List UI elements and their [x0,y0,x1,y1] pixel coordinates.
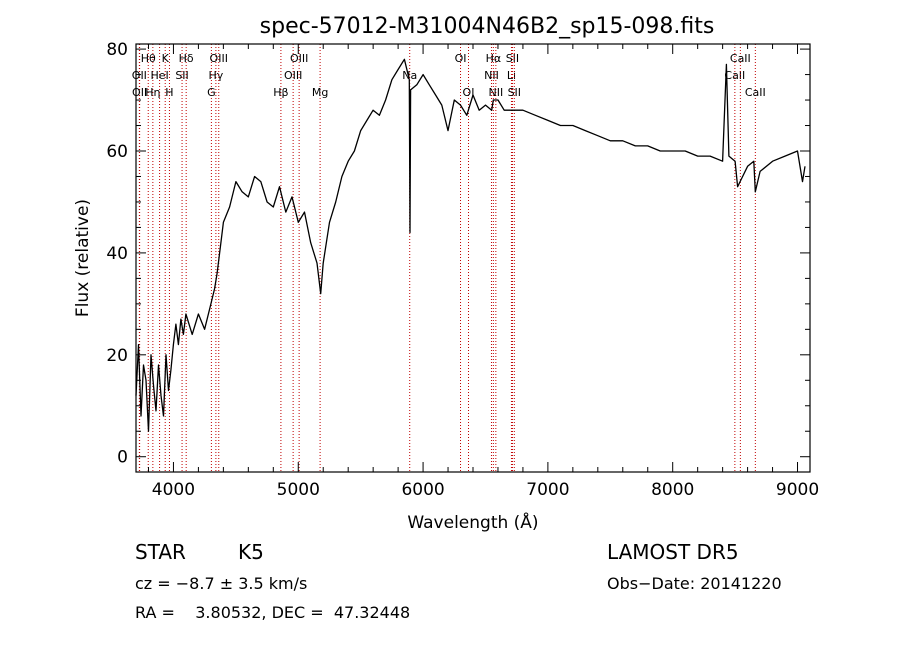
line-label-15: Mg [312,86,328,99]
line-label-16: Na [402,69,417,82]
line-label-8: Hδ [179,52,194,65]
y-tick-label-4: 80 [106,40,128,60]
y-tick-label-3: 60 [106,142,128,162]
line-label-27: CaII [745,86,766,99]
object-class: STAR [135,540,186,564]
line-label-10: G [207,86,216,99]
line-label-2: Hθ [141,52,156,65]
line-label-7: SII [175,69,188,82]
x-axis-label: Wavelength (Å) [407,511,538,533]
line-label-21: Hα [486,52,502,65]
y-tick-label-1: 20 [106,346,128,366]
y-tick-label-2: 40 [106,244,128,264]
plot-frame [135,43,811,473]
line-label-4: HeI [150,69,168,82]
y-tick-label-0: 0 [117,448,128,468]
x-tick-label-3: 7000 [526,480,569,500]
x-tick-label-4: 8000 [651,480,694,500]
chart-title: spec-57012-M31004N46B2_sp15-098.fits [260,14,715,39]
line-label-9: Hγ [208,69,223,82]
line-label-25: CaII [724,69,745,82]
x-tick-label-5: 9000 [776,480,819,500]
redshift-line: cz = −8.7 ± 3.5 km/s [135,574,308,593]
line-label-17: OI [455,52,467,65]
line-label-22: Li [507,69,516,82]
line-label-11: OIII [210,52,228,65]
line-label-18: OI [463,86,475,99]
x-tick-label-2: 6000 [401,480,444,500]
line-label-5: K [162,52,170,65]
line-label-13: OIII [284,69,302,82]
line-label-12: Hβ [273,86,288,99]
x-tick-label-1: 5000 [277,480,320,500]
line-label-20: NII [488,86,503,99]
y-axis-label: Flux (relative) [73,199,93,317]
line-label-26: CaII [730,52,751,65]
line-label-19: NII [484,69,499,82]
obs-date: Obs−Date: 20141220 [607,574,782,593]
spectrum-line [135,58,806,432]
survey-label: LAMOST DR5 [607,540,739,564]
line-label-6: H [165,86,173,99]
coordinates-line: RA = 3.80532, DEC = 47.32448 [135,603,411,622]
x-tick-label-0: 4000 [152,480,195,500]
line-label-3: Hη [145,86,160,99]
line-label-14: OIII [290,52,308,65]
line-label-24: SII [508,86,521,99]
object-subclass: K5 [238,540,264,564]
line-label-23: SII [506,52,519,65]
